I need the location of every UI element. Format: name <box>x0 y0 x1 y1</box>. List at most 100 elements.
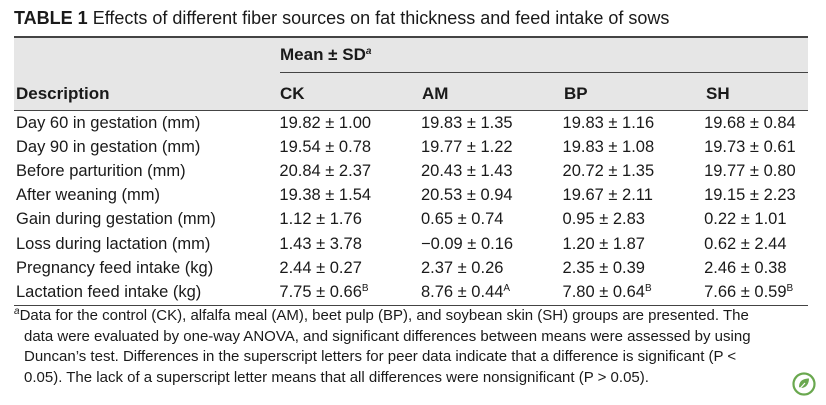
table-title: Effects of different fiber sources on fa… <box>92 8 670 28</box>
row-description: Before parturition (mm) <box>16 161 186 180</box>
table-cell: 20.84 ± 2.37 <box>279 159 421 183</box>
table-row: Lactation feed intake (kg) 7.75 ± 0.66B 8.… <box>14 280 808 306</box>
cell-value: 0.22 ± 1.01 <box>704 210 787 229</box>
footnote-line: data were evaluated by one-way ANOVA, an… <box>24 327 751 345</box>
col-header-ck: CK <box>280 84 305 103</box>
table-row: Pregnancy feed intake (kg) 2.44 ± 0.27 2.3… <box>14 256 808 280</box>
table-cell: 19.67 ± 2.11 <box>563 184 705 208</box>
cell-value: 20.53 ± 0.94 <box>420 186 513 205</box>
table-cell: 7.80 ± 0.64B <box>562 280 705 306</box>
table-cell: 2.46 ± 0.38 <box>704 256 808 280</box>
table-cell: 19.82 ± 1.00 <box>279 111 421 135</box>
table-cell: 2.37 ± 0.26 <box>421 256 563 280</box>
table-cell: 20.43 ± 1.43 <box>421 159 563 183</box>
table-cell: 0.22 ± 1.01 <box>704 208 808 232</box>
cell-value: 20.43 ± 1.43 <box>420 161 513 180</box>
cell-value: 2.46 ± 0.38 <box>704 258 787 277</box>
cell-value: 2.44 ± 0.27 <box>279 258 362 277</box>
table-cell: 8.76 ± 0.44A <box>420 280 563 306</box>
cell-value: 2.37 ± 0.26 <box>420 258 504 277</box>
cell-value: 1.12 ± 1.76 <box>279 210 362 229</box>
cell-value: 1.43 ± 3.78 <box>279 234 362 253</box>
footnote-line: 0.05). The lack of a superscript letter … <box>24 368 649 386</box>
table-cell: 20.72 ± 1.35 <box>563 159 705 183</box>
cell-value: 1.20 ± 1.87 <box>562 234 645 253</box>
group-header-text: Mean ± SD <box>280 45 366 64</box>
col-header-am: AM <box>422 84 449 103</box>
footnote-line: Duncan’s test. Differences in the supers… <box>24 348 737 365</box>
cell-value: 19.77 ± 1.22 <box>420 137 513 156</box>
row-description: Day 90 in gestation (mm) <box>16 137 201 156</box>
group-header-rule <box>280 72 808 73</box>
table-row: Day 90 in gestation (mm) 19.54 ± 0.78 19.7… <box>14 135 808 159</box>
table-cell: 0.62 ± 2.44 <box>704 232 808 256</box>
table-footnote: aData for the control (CK), alfalfa meal… <box>14 306 784 388</box>
table-cell: 0.65 ± 0.74 <box>421 208 563 232</box>
table-body: Day 60 in gestation (mm) 19.82 ± 1.00 19.8… <box>14 111 808 306</box>
cell-value: 19.83 ± 1.16 <box>562 113 655 132</box>
row-description: Loss during lactation (mm) <box>16 234 211 253</box>
significance-letter: B <box>644 282 652 294</box>
footnote-line: aData for the control (CK), alfalfa meal… <box>14 306 749 325</box>
table-cell: 1.43 ± 3.78 <box>279 232 421 256</box>
table-row: After weaning (mm) 19.38 ± 1.54 20.53 ± 0.… <box>14 184 808 208</box>
cell-value: 19.83 ± 1.08 <box>562 137 655 156</box>
footnote-marker: a <box>14 306 20 317</box>
table-cell: 19.83 ± 1.16 <box>563 111 705 135</box>
table-row: Loss during lactation (mm) 1.43 ± 3.78 −0.… <box>14 232 808 256</box>
table-cell: 19.77 ± 0.80 <box>704 159 808 183</box>
cell-value: 2.35 ± 0.39 <box>562 258 645 277</box>
cell-value: 0.95 ± 2.83 <box>562 210 645 229</box>
table-cell: 19.77 ± 1.22 <box>421 135 563 159</box>
col-header-bp: BP <box>564 84 588 103</box>
green-leaf-badge-icon <box>792 372 816 396</box>
table-caption: TABLE 1 Effects of different fiber sourc… <box>14 8 669 29</box>
row-description: Gain during gestation (mm) <box>16 210 216 229</box>
row-description: Lactation feed intake (kg) <box>14 280 280 306</box>
cell-value: 20.72 ± 1.35 <box>562 161 655 180</box>
cell-value: 19.68 ± 0.84 <box>704 113 796 132</box>
table-cell: 19.73 ± 0.61 <box>704 135 808 159</box>
table-cell: −0.09 ± 0.16 <box>421 232 563 256</box>
row-description: Pregnancy feed intake (kg) <box>16 258 214 277</box>
cell-value: 19.77 ± 0.80 <box>704 161 796 180</box>
cell-value: 0.65 ± 0.74 <box>420 210 504 229</box>
table-cell: 19.38 ± 1.54 <box>279 184 421 208</box>
cell-value: 19.82 ± 1.00 <box>279 113 372 132</box>
table-row: Before parturition (mm) 20.84 ± 2.37 20.43… <box>14 159 808 183</box>
table-cell: 7.75 ± 0.66B <box>279 280 421 306</box>
col-header-sh: SH <box>706 84 730 103</box>
table-cell: 1.20 ± 1.87 <box>563 232 705 256</box>
col-header-description: Description <box>16 84 110 103</box>
table-cell: 19.83 ± 1.35 <box>421 111 563 135</box>
table-cell: 1.12 ± 1.76 <box>279 208 421 232</box>
table-cell: 19.54 ± 0.78 <box>279 135 421 159</box>
table-cell: 19.68 ± 0.84 <box>704 111 808 135</box>
table-label: TABLE 1 <box>14 8 88 28</box>
cell-value: 19.73 ± 0.61 <box>704 137 796 156</box>
row-description: After weaning (mm) <box>16 186 160 205</box>
data-table: Mean ± SDa Description CK AM BP SH Day 6… <box>14 36 808 306</box>
table-cell: 7.66 ± 0.59B <box>704 280 808 306</box>
table-cell: 0.95 ± 2.83 <box>563 208 705 232</box>
table-header: Mean ± SDa Description CK AM BP SH <box>14 36 808 111</box>
cell-value: 19.38 ± 1.54 <box>279 186 372 205</box>
significance-letter: B <box>786 282 794 294</box>
cell-value: 19.83 ± 1.35 <box>420 113 513 132</box>
cell-value: −0.09 ± 0.16 <box>420 234 514 253</box>
table-row: Gain during gestation (mm) 1.12 ± 1.76 0.6… <box>14 208 808 232</box>
cell-value: 19.67 ± 2.11 <box>562 186 653 205</box>
cell-value: 7.66 ± 0.59 <box>704 282 787 301</box>
table-cell: 2.35 ± 0.39 <box>563 256 705 280</box>
table-cell: 20.53 ± 0.94 <box>421 184 563 208</box>
table-row: Day 60 in gestation (mm) 19.82 ± 1.00 19.8… <box>14 111 808 135</box>
significance-letter: A <box>503 282 511 294</box>
group-header-sup: a <box>365 46 372 57</box>
cell-value: 8.76 ± 0.44 <box>420 282 504 301</box>
table-cell: 2.44 ± 0.27 <box>279 256 421 280</box>
significance-letter: B <box>361 282 369 294</box>
cell-value: 20.84 ± 2.37 <box>279 161 372 180</box>
table-cell: 19.15 ± 2.23 <box>704 184 808 208</box>
cell-value: 0.62 ± 2.44 <box>704 234 787 253</box>
table-cell: 19.83 ± 1.08 <box>563 135 705 159</box>
